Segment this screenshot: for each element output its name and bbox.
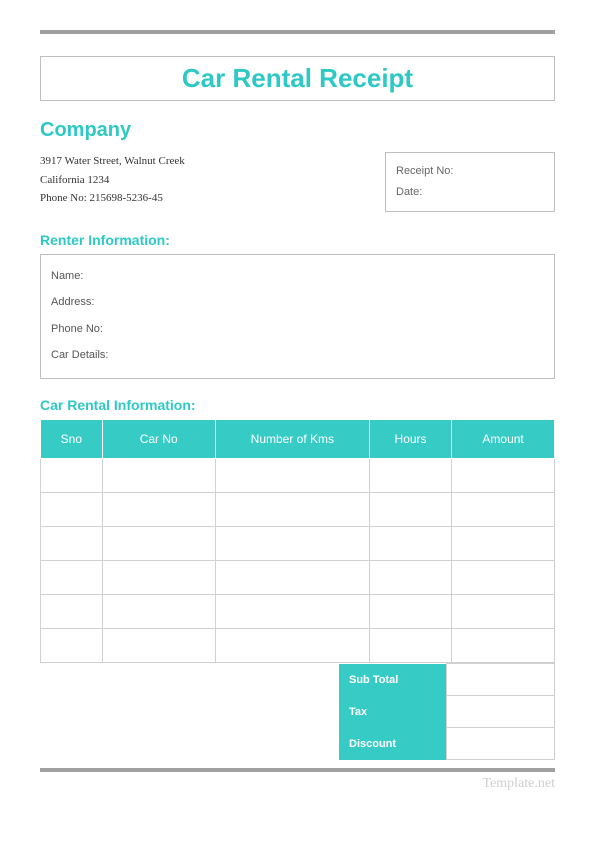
summary-discount-label: Discount — [339, 728, 447, 760]
table-cell — [215, 629, 369, 663]
receipt-no-label: Receipt No: — [396, 161, 544, 182]
renter-name-label: Name: — [51, 263, 544, 289]
summary-tax-value — [447, 696, 555, 728]
table-cell — [215, 493, 369, 527]
table-row — [41, 629, 555, 663]
table-cell — [215, 459, 369, 493]
table-row — [41, 595, 555, 629]
page-title: Car Rental Receipt — [41, 63, 554, 94]
summary-discount-value — [447, 728, 555, 760]
summary-row-tax: Tax — [339, 696, 555, 728]
receipt-date-label: Date: — [396, 182, 544, 203]
col-carno: Car No — [102, 420, 215, 459]
watermark: Template.net — [40, 776, 555, 792]
table-cell — [452, 595, 555, 629]
table-cell — [452, 561, 555, 595]
table-cell — [452, 527, 555, 561]
table-cell — [452, 493, 555, 527]
table-cell — [102, 493, 215, 527]
summary-subtotal-label: Sub Total — [339, 664, 447, 696]
table-cell — [102, 629, 215, 663]
table-cell — [452, 629, 555, 663]
renter-address-label: Address: — [51, 289, 544, 315]
table-cell — [41, 629, 103, 663]
table-row — [41, 459, 555, 493]
table-cell — [369, 493, 451, 527]
bottom-rule — [40, 768, 555, 772]
table-cell — [369, 595, 451, 629]
table-cell — [102, 595, 215, 629]
table-cell — [41, 561, 103, 595]
company-address-2: California 1234 — [40, 171, 185, 190]
table-row — [41, 561, 555, 595]
col-amount: Amount — [452, 420, 555, 459]
table-cell — [452, 459, 555, 493]
table-cell — [102, 561, 215, 595]
company-phone: Phone No: 215698-5236-45 — [40, 189, 185, 208]
renter-heading: Renter Information: — [40, 232, 555, 248]
summary-subtotal-value — [447, 664, 555, 696]
renter-box: Name: Address: Phone No: Car Details: — [40, 254, 555, 380]
col-kms: Number of Kms — [215, 420, 369, 459]
table-cell — [369, 527, 451, 561]
summary-row-subtotal: Sub Total — [339, 664, 555, 696]
table-cell — [41, 527, 103, 561]
col-hours: Hours — [369, 420, 451, 459]
summary-tax-label: Tax — [339, 696, 447, 728]
col-sno: Sno — [41, 420, 103, 459]
company-row: 3917 Water Street, Walnut Creek Californ… — [40, 152, 555, 212]
table-cell — [215, 527, 369, 561]
table-cell — [102, 459, 215, 493]
rental-table-body — [41, 459, 555, 663]
table-row — [41, 527, 555, 561]
renter-phone-label: Phone No: — [51, 316, 544, 342]
summary-row-discount: Discount — [339, 728, 555, 760]
summary-table: Sub Total Tax Discount — [339, 663, 555, 760]
rental-table: Sno Car No Number of Kms Hours Amount — [40, 419, 555, 663]
table-cell — [41, 459, 103, 493]
rental-heading: Car Rental Information: — [40, 397, 555, 413]
table-cell — [369, 629, 451, 663]
rental-header-row: Sno Car No Number of Kms Hours Amount — [41, 420, 555, 459]
rental-table-head: Sno Car No Number of Kms Hours Amount — [41, 420, 555, 459]
top-rule — [40, 30, 555, 34]
company-address-1: 3917 Water Street, Walnut Creek — [40, 152, 185, 171]
table-cell — [41, 493, 103, 527]
title-box: Car Rental Receipt — [40, 56, 555, 101]
company-info: 3917 Water Street, Walnut Creek Californ… — [40, 152, 185, 208]
table-cell — [369, 459, 451, 493]
table-cell — [41, 595, 103, 629]
company-heading: Company — [40, 119, 555, 142]
table-cell — [215, 561, 369, 595]
table-cell — [369, 561, 451, 595]
renter-car-details-label: Car Details: — [51, 342, 544, 368]
table-cell — [102, 527, 215, 561]
receipt-meta-box: Receipt No: Date: — [385, 152, 555, 212]
table-cell — [215, 595, 369, 629]
table-row — [41, 493, 555, 527]
